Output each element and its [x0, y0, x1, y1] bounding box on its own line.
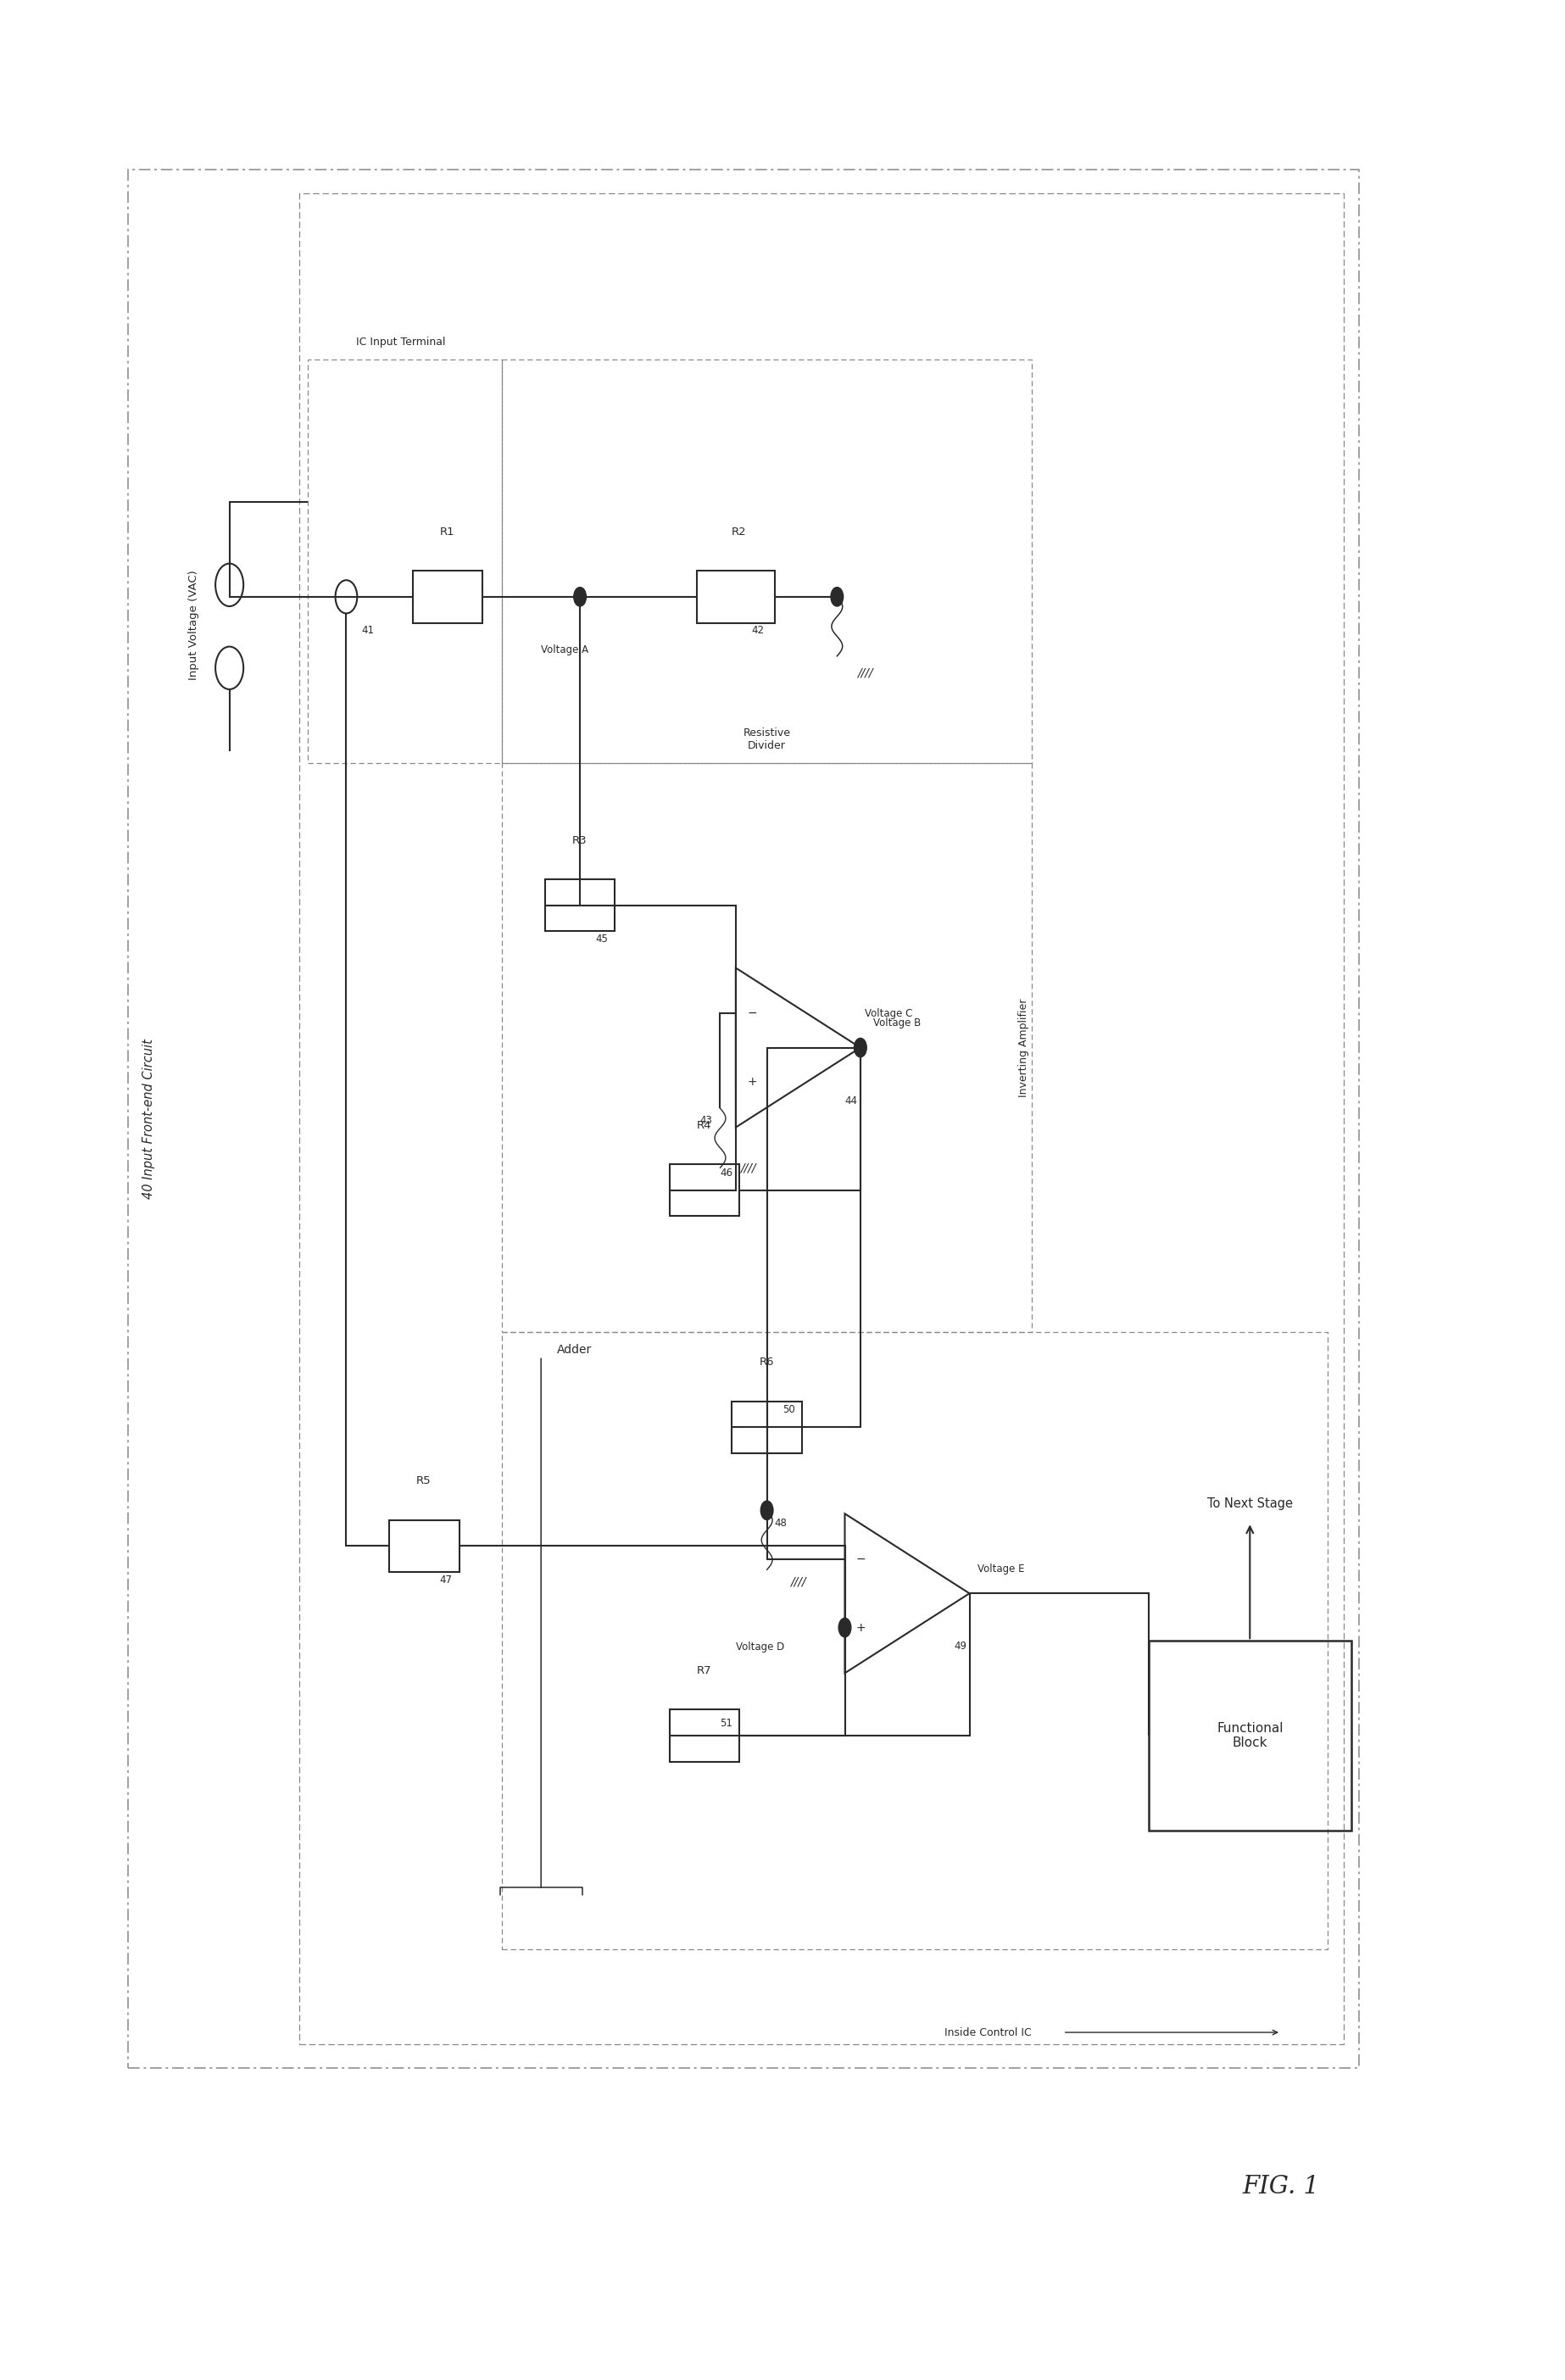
Text: ////: ////	[858, 666, 873, 678]
Text: 41: 41	[362, 626, 374, 635]
Circle shape	[839, 1618, 851, 1637]
Text: Adder: Adder	[557, 1345, 592, 1357]
Bar	[390, 1521, 459, 1573]
Text: 45: 45	[596, 933, 609, 945]
Text: R3: R3	[573, 835, 587, 845]
Text: −: −	[747, 1007, 757, 1019]
Text: 47: 47	[440, 1576, 452, 1585]
Text: Inside Control IC: Inside Control IC	[945, 2028, 1031, 2037]
Text: 48: 48	[775, 1518, 787, 1528]
Text: R6: R6	[759, 1357, 775, 1368]
Text: +: +	[856, 1621, 865, 1633]
Text: +: +	[747, 1076, 757, 1088]
Text: Functional
Block: Functional Block	[1216, 1723, 1283, 1749]
Text: 49: 49	[955, 1640, 967, 1652]
Text: −: −	[856, 1554, 865, 1566]
Text: Voltage C: Voltage C	[865, 1009, 912, 1019]
Text: 40 Input Front-end Circuit: 40 Input Front-end Circuit	[142, 1038, 155, 1200]
Circle shape	[761, 1502, 773, 1521]
Bar	[670, 1709, 740, 1761]
Text: R7: R7	[696, 1666, 712, 1676]
Circle shape	[854, 1038, 867, 1057]
Text: To Next Stage: To Next Stage	[1207, 1497, 1293, 1511]
Circle shape	[574, 588, 587, 607]
Text: ////: ////	[790, 1576, 806, 1587]
Text: 46: 46	[720, 1166, 732, 1178]
Text: 44: 44	[845, 1095, 858, 1107]
Text: Voltage A: Voltage A	[540, 645, 588, 655]
Text: Voltage D: Voltage D	[736, 1642, 784, 1652]
Text: FIG. 1: FIG. 1	[1243, 2175, 1319, 2199]
Text: IC Input Terminal: IC Input Terminal	[357, 336, 446, 347]
Text: Voltage B: Voltage B	[873, 1019, 920, 1028]
Text: 43: 43	[700, 1114, 712, 1126]
Text: R4: R4	[696, 1119, 712, 1130]
Text: R1: R1	[440, 526, 455, 538]
Text: Inverting Amplifier: Inverting Amplifier	[1019, 997, 1030, 1097]
Circle shape	[831, 588, 844, 607]
Bar	[670, 1164, 740, 1216]
Bar	[1149, 1640, 1351, 1830]
Bar	[732, 1402, 801, 1454]
Text: Voltage E: Voltage E	[977, 1564, 1025, 1576]
Text: R2: R2	[731, 526, 747, 538]
Text: Input Voltage (VAC): Input Voltage (VAC)	[188, 571, 199, 681]
Text: 51: 51	[720, 1718, 732, 1728]
Bar	[413, 571, 482, 624]
Text: R5: R5	[416, 1476, 432, 1488]
Text: 50: 50	[782, 1404, 795, 1416]
Text: Resistive
Divider: Resistive Divider	[743, 728, 790, 752]
Text: 42: 42	[751, 626, 764, 635]
Bar	[696, 571, 775, 624]
Text: ////: ////	[740, 1161, 756, 1173]
Bar	[545, 878, 615, 931]
